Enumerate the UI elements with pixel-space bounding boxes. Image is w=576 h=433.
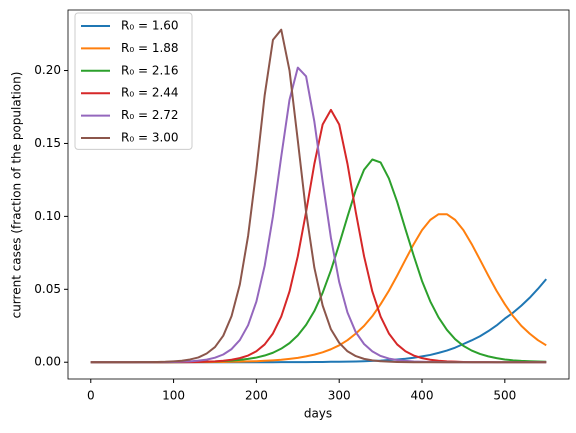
y-tick-label: 0.00 — [34, 355, 61, 369]
x-tick-label: 500 — [493, 389, 516, 403]
data-line — [90, 28, 547, 364]
legend-label: R₀ = 2.72 — [121, 108, 179, 122]
legend-box — [74, 12, 193, 150]
legend-label: R₀ = 3.00 — [121, 131, 179, 145]
y-axis-label: current cases (fraction of the populatio… — [10, 72, 24, 319]
x-tick-label: 200 — [245, 389, 268, 403]
y-tick-label: 0.05 — [34, 282, 61, 296]
legend-label: R₀ = 2.44 — [121, 86, 179, 100]
data-line — [90, 158, 547, 364]
x-tick-label: 0 — [87, 389, 95, 403]
y-tick-label: 0.20 — [34, 63, 61, 77]
x-tick-label: 400 — [411, 389, 434, 403]
plot-frame — [67, 9, 570, 380]
legend-label: R₀ = 1.88 — [121, 41, 179, 55]
legend-label: R₀ = 1.60 — [121, 19, 179, 33]
legend-label: R₀ = 2.16 — [121, 63, 179, 77]
x-tick-label: 300 — [328, 389, 351, 403]
x-tick-label: 100 — [162, 389, 185, 403]
x-axis-label: days — [304, 407, 332, 421]
data-line — [90, 278, 547, 364]
y-tick-label: 0.10 — [34, 209, 61, 223]
y-tick-label: 0.15 — [34, 136, 61, 150]
